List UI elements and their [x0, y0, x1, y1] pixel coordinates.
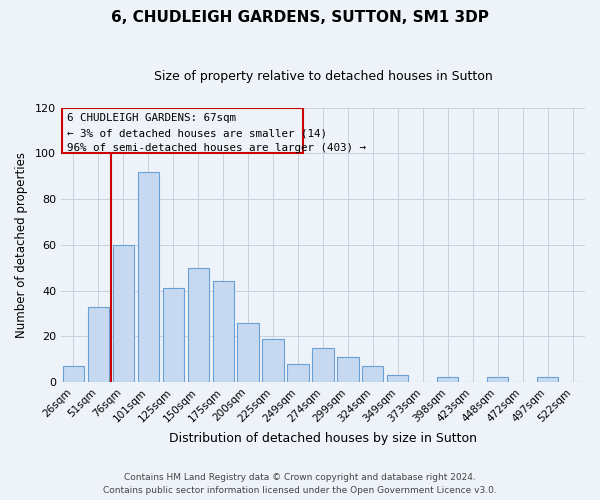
Text: Contains HM Land Registry data © Crown copyright and database right 2024.
Contai: Contains HM Land Registry data © Crown c…: [103, 474, 497, 495]
Bar: [387, 375, 409, 382]
Bar: [362, 366, 383, 382]
Text: 6, CHUDLEIGH GARDENS, SUTTON, SM1 3DP: 6, CHUDLEIGH GARDENS, SUTTON, SM1 3DP: [111, 10, 489, 25]
Text: ← 3% of detached houses are smaller (14): ← 3% of detached houses are smaller (14): [67, 128, 327, 138]
Bar: [163, 288, 184, 382]
Bar: [113, 245, 134, 382]
Bar: [287, 364, 308, 382]
Bar: [537, 378, 558, 382]
X-axis label: Distribution of detached houses by size in Sutton: Distribution of detached houses by size …: [169, 432, 477, 445]
Bar: [188, 268, 209, 382]
Bar: [437, 378, 458, 382]
Text: 96% of semi-detached houses are larger (403) →: 96% of semi-detached houses are larger (…: [67, 143, 366, 153]
Text: 6 CHUDLEIGH GARDENS: 67sqm: 6 CHUDLEIGH GARDENS: 67sqm: [67, 114, 236, 124]
Title: Size of property relative to detached houses in Sutton: Size of property relative to detached ho…: [154, 70, 493, 83]
Bar: [238, 322, 259, 382]
Bar: [63, 366, 84, 382]
Bar: [262, 338, 284, 382]
Y-axis label: Number of detached properties: Number of detached properties: [15, 152, 28, 338]
Bar: [337, 357, 359, 382]
Bar: [212, 282, 234, 382]
Bar: [88, 306, 109, 382]
Bar: [137, 172, 159, 382]
Bar: [313, 348, 334, 382]
Bar: [487, 378, 508, 382]
Bar: [62, 108, 303, 154]
